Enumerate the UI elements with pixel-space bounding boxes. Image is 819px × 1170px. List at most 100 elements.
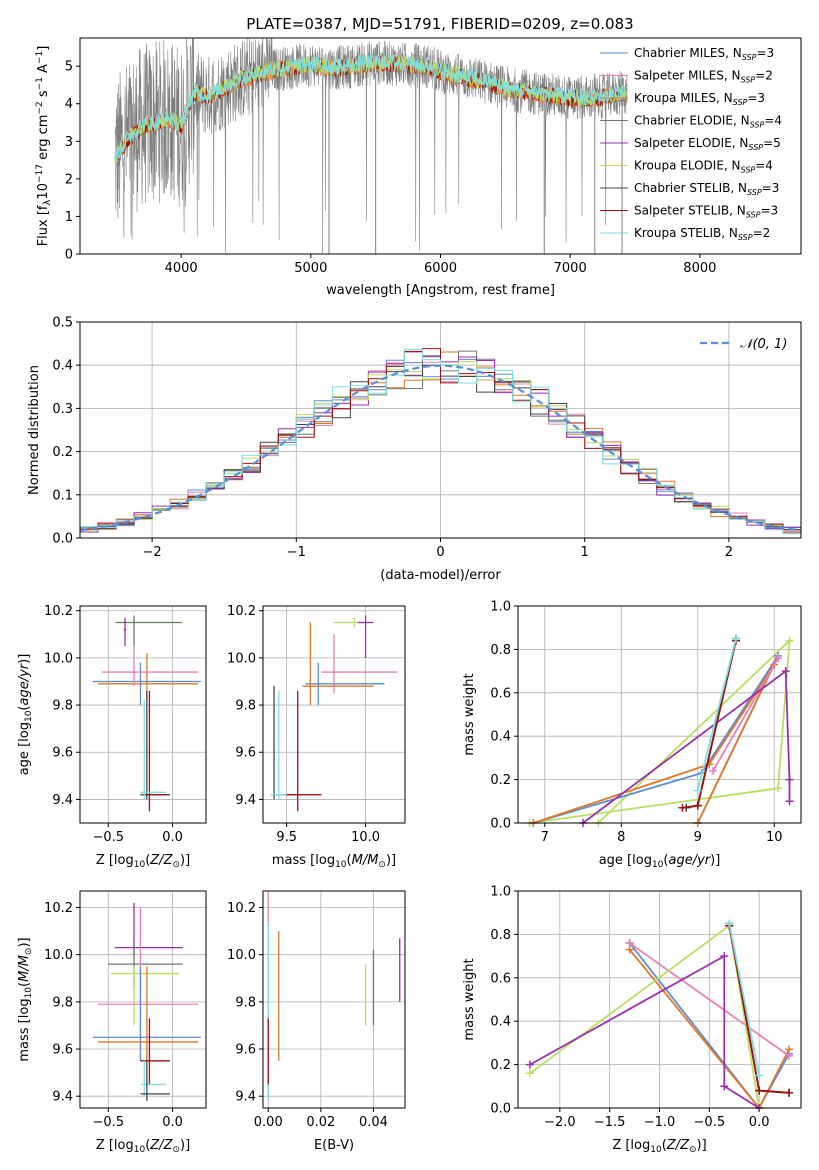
y-tick-label: 9.4 — [235, 793, 256, 808]
y-axis-label: Flux [fλ10−17 erg cm−2 s−1 A−1] — [35, 46, 53, 247]
y-tick-label: 0.0 — [490, 1102, 511, 1117]
point-marker — [693, 786, 702, 795]
x-axis-label: Z [log10(Z/Z⊙)] — [96, 853, 190, 870]
x-tick-label: 4000 — [165, 261, 198, 276]
y-tick-label: 0.2 — [52, 445, 73, 460]
y-tick-label: 0 — [65, 248, 73, 263]
x-tick-label: 2 — [725, 545, 733, 560]
axes-frame — [79, 605, 207, 824]
x-axis-label: wavelength [Angstrom, rest frame] — [326, 283, 555, 298]
y-tick-label: 5 — [65, 60, 73, 75]
gaussian-curve — [80, 364, 801, 532]
x-tick-label: −0.5 — [92, 1115, 124, 1130]
point-marker — [755, 1086, 764, 1095]
legend-entry: Salpeter STELIB, NSSP=3 — [634, 204, 778, 220]
legend-entry: Salpeter MILES, NSSP=2 — [634, 69, 773, 85]
legend-entry: Kroupa STELIB, NSSP=2 — [634, 226, 770, 242]
y-axis-label: mass weight — [462, 958, 477, 1040]
series-line — [529, 638, 791, 823]
y-tick-label: 1 — [65, 210, 73, 225]
series-line — [533, 664, 776, 823]
y-tick-label: 0.4 — [52, 359, 73, 374]
y-tick-label: 9.8 — [52, 699, 73, 714]
x-tick-label: −1.0 — [644, 1115, 676, 1130]
point-marker — [785, 797, 794, 806]
model-spectrum — [114, 52, 628, 162]
axes-frame — [79, 37, 802, 255]
x-tick-label: −1.5 — [594, 1115, 626, 1130]
x-tick-label: 0.02 — [306, 1115, 335, 1130]
y-tick-label: 1.0 — [490, 885, 511, 900]
x-tick-label: 5000 — [294, 261, 327, 276]
y-tick-label: 9.6 — [235, 1043, 256, 1058]
y-tick-label: 0.6 — [490, 686, 511, 701]
point-marker — [731, 634, 740, 643]
point-marker — [785, 1088, 794, 1097]
figure-title: PLATE=0387, MJD=51791, FIBERID=0209, z=0… — [246, 15, 633, 33]
y-tick-label: 9.6 — [52, 1043, 73, 1058]
series-line — [686, 638, 737, 809]
spectrum-panel: 4000 5000 6000 7000 8000 0 1 2 3 4 5 wavelength [An… — [35, 37, 802, 298]
x-axis-label: E(B-V) — [314, 1138, 354, 1153]
y-tick-label: 3 — [65, 135, 73, 150]
massweight-vs-age-panel: 7 8 9 10 0.0 0.2 0.4 0.6 0.8 1.0 age [log10(age/yr… — [462, 600, 802, 870]
x-axis-label: mass [log10(M/M⊙)] — [272, 853, 396, 870]
series-line — [533, 655, 779, 823]
histogram-step — [80, 348, 801, 534]
legend-entry: Salpeter ELODIE, NSSP=5 — [634, 136, 781, 152]
y-tick-label: 0.8 — [490, 643, 511, 658]
point-marker — [678, 803, 687, 812]
x-tick-label: 1 — [581, 545, 589, 560]
point-marker — [693, 801, 702, 810]
x-tick-label: 6000 — [424, 261, 457, 276]
point-marker — [781, 667, 790, 676]
x-tick-label: −0.5 — [694, 1115, 726, 1130]
y-axis-label: age [log10(age/yr)] — [17, 654, 34, 776]
series-line — [529, 954, 760, 1108]
legend-entry: Kroupa ELODIE, NSSP=4 — [634, 159, 773, 175]
x-axis-label: Z [log10(Z/Z⊙)] — [96, 1138, 190, 1155]
y-tick-label: 9.6 — [52, 746, 73, 761]
y-tick-label: 0.2 — [490, 773, 511, 788]
y-tick-label: 0.6 — [490, 971, 511, 986]
y-tick-label: 0.1 — [52, 488, 73, 503]
series-line — [728, 923, 760, 1076]
observed-spectrum — [114, 38, 628, 254]
point-marker — [785, 775, 794, 784]
axes-frame — [517, 890, 802, 1109]
axes-frame — [79, 890, 207, 1109]
x-tick-label: −1 — [287, 545, 306, 560]
y-tick-label: 10.2 — [44, 604, 73, 619]
x-tick-label: 0.0 — [749, 1115, 770, 1130]
mass-vs-z-panel: −0.5 0.0 9.4 9.6 9.8 10.0 10.2 Z [log10(Z/Z⊙)] m… — [17, 890, 207, 1155]
y-tick-label: 10.0 — [227, 651, 256, 666]
series-line — [696, 638, 737, 791]
x-tick-label: 0.0 — [162, 830, 183, 845]
y-tick-label: 0.2 — [490, 1058, 511, 1073]
y-tick-label: 0.0 — [52, 532, 73, 547]
x-tick-label: −0.5 — [92, 830, 124, 845]
point-marker — [720, 1082, 729, 1091]
x-tick-label: 0.0 — [162, 1115, 183, 1130]
legend-entry: Chabrier ELODIE, NSSP=4 — [634, 114, 782, 130]
x-tick-label: −2.0 — [544, 1115, 576, 1130]
y-tick-label: 0.4 — [490, 1015, 511, 1030]
y-tick-label: 10.0 — [44, 948, 73, 963]
legend-entry: Chabrier STELIB, NSSP=3 — [634, 181, 779, 197]
mass-vs-ebv-panel: 0.00 0.02 0.04 9.4 9.6 9.8 10.0 10.2 E(B-V) — [227, 890, 406, 1153]
y-tick-label: 10.0 — [227, 948, 256, 963]
x-axis-label: (data-model)/error — [380, 568, 501, 583]
y-tick-label: 1.0 — [490, 600, 511, 615]
y-tick-label: 9.4 — [52, 1090, 73, 1105]
y-tick-label: 2 — [65, 172, 73, 187]
y-tick-label: 9.6 — [235, 746, 256, 761]
x-tick-label: 9 — [694, 830, 702, 845]
axes-frame — [262, 890, 406, 1109]
x-tick-label: 8000 — [683, 261, 716, 276]
residuals-panel: −2 −1 0 1 2 0.0 0.1 0.2 0.3 0.4 0.5 (data-model)/er… — [27, 316, 802, 583]
x-tick-label: 10.0 — [351, 830, 380, 845]
y-tick-label: 0.3 — [52, 402, 73, 417]
point-marker — [725, 919, 734, 928]
point-marker — [709, 766, 718, 775]
